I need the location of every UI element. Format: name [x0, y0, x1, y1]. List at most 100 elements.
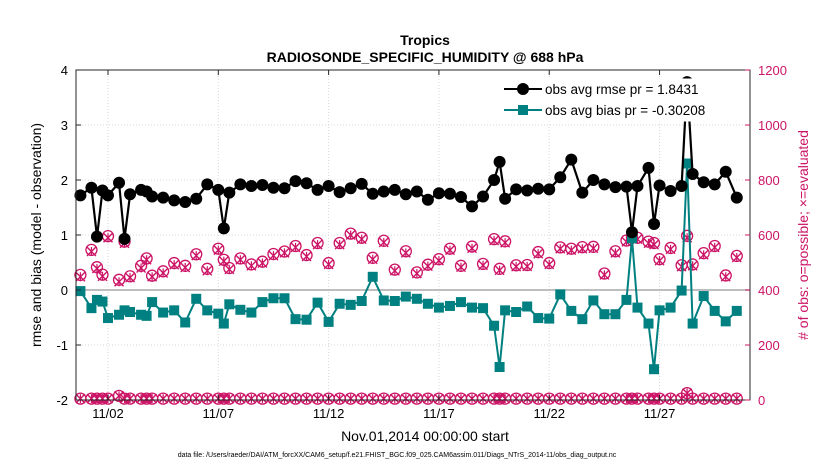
obs-count-bottom-point	[719, 392, 732, 405]
rmse-point	[245, 180, 258, 193]
obs-count-point	[476, 257, 490, 271]
bias-point	[444, 300, 455, 311]
rmse-point	[625, 226, 638, 239]
rmse-point	[223, 186, 236, 199]
obs-count-point	[168, 256, 181, 270]
bias-point	[114, 309, 125, 320]
bias-point	[632, 302, 643, 313]
bias-point	[202, 305, 213, 316]
bias-point	[433, 302, 444, 313]
obs-count-point	[443, 242, 457, 256]
obs-count-point	[140, 252, 153, 265]
obs-count-point	[311, 236, 324, 250]
bias-point	[136, 309, 147, 320]
rmse-point	[333, 186, 346, 199]
y-left-tick-label: 3	[61, 118, 68, 133]
bias-point	[500, 305, 511, 316]
y-left-tick-label: -2	[56, 393, 68, 408]
rmse-point	[421, 193, 434, 206]
rmse-point	[510, 183, 523, 196]
legend: obs avg rmse pr = 1.8431 obs avg bias pr…	[499, 78, 747, 122]
bias-point	[731, 305, 742, 316]
rmse-point	[477, 190, 490, 203]
obs-count-point	[278, 245, 291, 258]
bias-point	[533, 313, 544, 324]
obs-count-point	[123, 270, 137, 283]
bias-point	[356, 296, 367, 306]
bias-point	[522, 301, 533, 312]
y-left-tick-label: -1	[56, 338, 68, 353]
rmse-point	[289, 175, 302, 188]
bias-point	[246, 307, 257, 318]
rmse-point	[521, 184, 534, 197]
obs-count-point	[647, 236, 661, 250]
bias-point	[665, 302, 676, 313]
rmse-point	[554, 171, 567, 184]
bias-point	[119, 305, 130, 316]
obs-count-point	[256, 255, 269, 269]
x-tick-label: 11/27	[644, 406, 676, 421]
obs-count-point	[355, 231, 368, 245]
bias-point	[588, 295, 599, 306]
series-layer	[74, 76, 743, 405]
axes: -2 -1 0 1 2 3 4 0 200 400 600 800 1000 1200 11/02 11/07…	[56, 63, 786, 421]
bias-point	[334, 298, 345, 309]
rmse-point	[217, 222, 230, 235]
bias-point	[389, 296, 400, 306]
bias-point	[654, 305, 665, 316]
bias-point	[566, 305, 577, 316]
rmse-point	[146, 190, 159, 203]
rmse-point	[90, 230, 103, 243]
y-right-tick-label: 600	[758, 228, 780, 243]
obs-count-point	[543, 256, 556, 270]
obs-count-point	[289, 239, 302, 253]
rmse-point	[278, 182, 291, 195]
obs-count-point	[179, 259, 192, 273]
bias-point	[577, 314, 588, 325]
bias-point	[158, 307, 169, 318]
bias-point	[279, 293, 290, 304]
obs-count-point	[465, 240, 479, 254]
obs-count-point	[532, 245, 545, 259]
rmse-point	[410, 185, 423, 198]
bias-point	[489, 320, 500, 331]
rmse-point	[454, 191, 467, 204]
rmse-point	[664, 185, 677, 197]
bias-point	[511, 307, 522, 317]
obs-count-point	[234, 252, 247, 265]
bias-point	[411, 293, 422, 304]
rmse-point	[543, 183, 556, 196]
legend-rmse-label: obs avg rmse pr = 1.8431	[545, 82, 698, 97]
bias-point	[312, 297, 323, 308]
rmse-point	[157, 191, 170, 204]
rmse-point	[118, 232, 131, 245]
bias-point	[191, 293, 202, 304]
rmse-point	[675, 180, 688, 193]
rmse-point	[74, 189, 87, 202]
obs-count-bottom-point	[112, 389, 126, 403]
bias-point	[544, 313, 555, 324]
rmse-point	[377, 185, 390, 198]
legend-bias-label: obs avg bias pr = -0.30208	[545, 103, 705, 118]
y-axis-right-label: # of obs: o=possible; ×=evaluated	[795, 130, 811, 340]
bias-point	[224, 299, 235, 310]
obs-count-point	[730, 249, 743, 263]
obs-count-point	[201, 262, 214, 276]
legend-rmse-marker	[517, 83, 529, 95]
obs-count-point	[498, 235, 512, 248]
bias-point	[626, 233, 637, 244]
rmse-point	[179, 196, 192, 208]
obs-count-point	[96, 268, 109, 282]
obs-count-point	[388, 263, 401, 276]
y-left-tick-label: 4	[61, 63, 68, 78]
data-file-footer: data file: /Users/raeder/DAI/ATM_forcXX/…	[178, 452, 617, 459]
rmse-point	[256, 178, 269, 191]
bias-point	[682, 158, 693, 169]
y-right-tick-label: 1200	[758, 63, 787, 78]
x-tick-label: 11/17	[423, 406, 455, 421]
rmse-point	[267, 181, 280, 194]
obs-count-point	[421, 258, 435, 272]
obs-count-point	[521, 258, 534, 272]
rmse-point	[201, 178, 214, 191]
obs-count-bottom-point	[267, 392, 280, 405]
